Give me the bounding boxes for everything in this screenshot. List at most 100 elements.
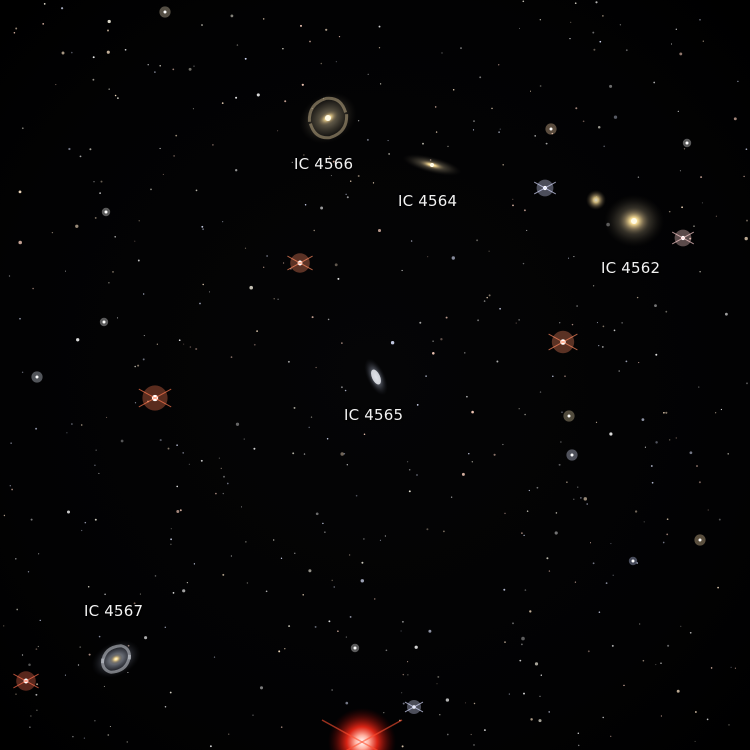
star — [436, 683, 438, 685]
star — [246, 582, 249, 584]
star — [98, 472, 100, 474]
star — [666, 518, 669, 521]
star — [363, 538, 365, 540]
star — [422, 142, 424, 145]
star — [116, 317, 119, 319]
star — [564, 375, 566, 378]
star — [618, 370, 620, 372]
star — [154, 71, 156, 73]
star — [734, 667, 736, 669]
star — [15, 27, 18, 30]
star — [499, 307, 501, 310]
star — [107, 19, 111, 24]
star — [519, 659, 522, 662]
star — [432, 340, 434, 342]
bright-star — [31, 371, 43, 383]
star — [574, 2, 577, 5]
star — [669, 439, 671, 441]
star — [68, 147, 71, 151]
star — [265, 590, 268, 593]
bright-star — [566, 449, 578, 461]
star — [486, 296, 488, 299]
star — [612, 574, 614, 576]
star — [77, 664, 80, 666]
star — [441, 52, 443, 54]
star — [379, 539, 381, 541]
star — [536, 486, 539, 489]
star — [408, 468, 411, 471]
star — [335, 61, 337, 63]
star — [526, 229, 528, 231]
star — [464, 352, 466, 354]
star — [468, 453, 470, 455]
star — [60, 7, 64, 10]
star — [343, 453, 346, 455]
star — [715, 412, 717, 414]
star — [114, 236, 116, 238]
star — [621, 322, 623, 324]
star — [340, 386, 343, 389]
star — [493, 453, 496, 456]
bright-star — [138, 385, 172, 411]
star — [345, 636, 347, 638]
star — [170, 528, 172, 530]
star — [555, 512, 558, 514]
star — [93, 181, 95, 183]
star — [408, 490, 411, 493]
star — [71, 423, 73, 425]
star — [273, 539, 275, 541]
star — [400, 630, 402, 632]
star — [592, 285, 595, 287]
star — [460, 47, 462, 50]
star — [167, 447, 170, 450]
star — [636, 296, 639, 299]
star — [43, 3, 46, 5]
star — [613, 329, 616, 332]
star — [107, 29, 109, 32]
star — [300, 24, 302, 27]
star — [172, 68, 175, 71]
star — [613, 115, 618, 119]
star — [331, 689, 333, 691]
star — [159, 439, 162, 442]
star — [667, 644, 670, 647]
star — [499, 128, 501, 130]
star — [476, 239, 479, 242]
star — [655, 664, 657, 666]
star — [327, 318, 330, 321]
star — [577, 486, 579, 488]
star — [15, 558, 17, 560]
star — [717, 586, 719, 589]
star — [440, 338, 443, 341]
star — [428, 629, 432, 633]
star — [84, 521, 87, 524]
star — [64, 270, 67, 272]
star — [230, 356, 233, 358]
star — [61, 51, 65, 55]
star — [679, 170, 681, 172]
star — [212, 144, 214, 146]
star — [332, 160, 335, 163]
star — [21, 371, 24, 374]
galaxy-ic4564 — [402, 154, 462, 176]
star — [498, 131, 500, 134]
star — [11, 488, 13, 491]
star — [3, 625, 5, 627]
star — [35, 693, 38, 696]
star — [406, 461, 409, 463]
star — [625, 49, 628, 52]
background-stars — [3, 0, 748, 748]
star — [143, 335, 145, 337]
star — [611, 644, 614, 647]
star — [524, 413, 526, 416]
star — [195, 347, 198, 351]
star — [670, 43, 673, 45]
star — [134, 365, 137, 368]
star — [81, 529, 83, 532]
star — [337, 277, 340, 280]
star — [538, 719, 542, 723]
star — [178, 339, 181, 342]
star — [345, 701, 349, 705]
star — [728, 724, 730, 726]
star — [698, 481, 701, 484]
